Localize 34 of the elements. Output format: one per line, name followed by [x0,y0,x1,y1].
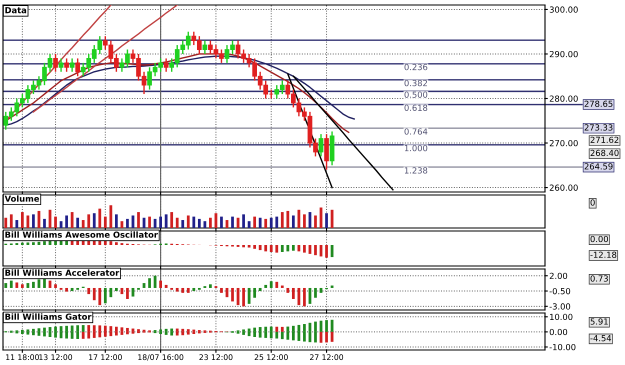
text: 268.40 [590,150,619,156]
chart-title: Bill Williams Gator [5,313,92,320]
chart-title: Bill Williams Awesome Oscillator [5,231,158,238]
text: 0.00 [590,236,608,242]
annotation: 0.236 [404,64,428,70]
text: -4.54 [590,335,612,342]
text: 0.73 [590,275,608,282]
y-tick-label: 300.00 [550,6,578,13]
annotation: 1.000 [404,144,428,152]
y-tick-label: -3.00 [550,303,570,310]
y-tick-label: 270.00 [550,140,578,146]
annotation: 0.382 [404,80,427,86]
text: 0 [590,199,595,206]
text: 271.62 [590,136,618,143]
y-tick-label: 260.00 [550,184,578,191]
text: 5.91 [590,318,608,325]
chart-title: Data [5,7,26,14]
y-tick-label: 280.00 [550,95,578,102]
y-tick-label: 2.00 [550,272,568,280]
chart-title: Volume [4,195,40,202]
ref-line-label: 273.33 [584,124,612,131]
y-tick-label: 0.00 [550,328,568,336]
annotation: 1.238 [404,167,428,174]
text: -12.18 [590,252,616,258]
annotation: 0.764 [404,128,428,135]
y-tick-label: -0.50 [550,288,570,294]
y-tick-label: 290.00 [550,50,578,58]
y-tick-label: 10.00 [550,314,572,320]
annotation: 0.500 [404,92,428,98]
annotation: 0.618 [404,104,428,111]
chart-title: Bill Williams Accelerator [5,269,120,276]
ref-line-label: 278.65 [584,100,612,107]
y-tick-label: -10.00 [550,344,576,350]
ref-line-label: 264.59 [584,163,613,170]
